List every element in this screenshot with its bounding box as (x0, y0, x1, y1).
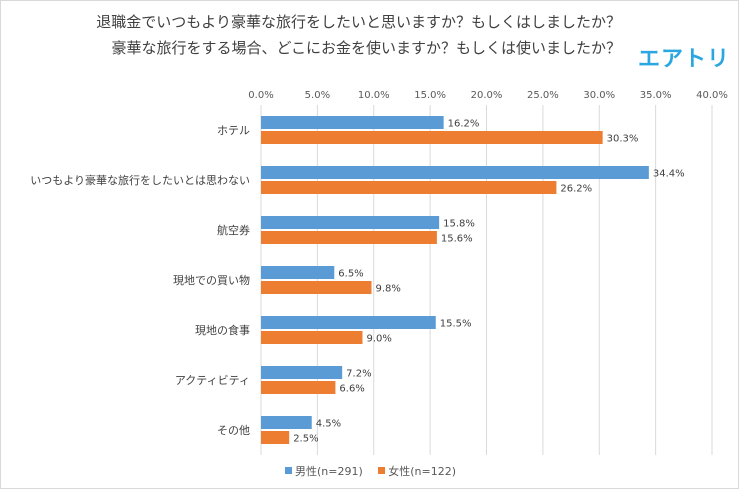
data-label-female: 15.6% (441, 234, 473, 245)
airtrip-logo: エアトリ (638, 47, 731, 72)
data-label-female: 30.3% (607, 134, 639, 145)
data-label-male: 7.2% (346, 369, 371, 380)
data-label-male: 15.8% (443, 219, 475, 230)
data-label-male: 15.5% (440, 319, 472, 330)
bar-male (261, 416, 312, 429)
data-label-male: 4.5% (316, 419, 341, 430)
bar-male (261, 166, 649, 179)
x-tick-label: 5.0% (305, 90, 330, 101)
category-label: アクティビティ (175, 374, 250, 387)
category-label: 航空券 (217, 223, 250, 237)
data-label-female: 9.0% (366, 334, 391, 345)
category-label: 現地での買い物 (173, 273, 250, 287)
x-tick-label: 15.0% (414, 90, 446, 101)
data-label-female: 2.5% (293, 434, 318, 445)
category-label: いつもより豪華な旅行をしたいとは思わない (30, 173, 250, 187)
legend-item-male: 男性(n=291) (284, 463, 363, 479)
legend-label-female: 女性(n=122) (388, 465, 457, 478)
bar-male (261, 366, 343, 379)
bar-female (261, 131, 603, 144)
legend: 男性(n=291) 女性(n=122) (1, 463, 739, 479)
data-label-male: 6.5% (338, 269, 363, 280)
bar-female (261, 181, 557, 194)
category-label: ホテル (217, 124, 250, 137)
x-tick-label: 40.0% (696, 90, 728, 101)
bar-female (261, 431, 290, 444)
bar-female (261, 331, 363, 344)
legend-swatch-female (378, 467, 386, 474)
bar-female (261, 281, 372, 294)
chart-title-line2: 豪華な旅行をする場合、どこにお金を使いますか？もしくは使いましたか？ (111, 39, 621, 57)
legend-label-male: 男性(n=291) (294, 465, 363, 478)
category-label: その他 (217, 424, 250, 437)
x-tick-label: 25.0% (527, 90, 559, 101)
bar-male (261, 116, 444, 129)
bar-male (261, 266, 335, 279)
legend-item-female: 女性(n=122) (378, 463, 456, 479)
chart-title-line1: 退職金でいつもより豪華な旅行をしたいと思いますか？もしくはしましたか？ (96, 13, 621, 31)
data-label-female: 26.2% (560, 184, 592, 195)
bar-female (261, 231, 437, 244)
category-label: 現地の食事 (195, 323, 250, 337)
data-label-male: 34.4% (653, 169, 685, 180)
x-tick-label: 35.0% (640, 90, 672, 101)
bar-male (261, 316, 436, 329)
bar-male (261, 216, 440, 229)
x-tick-label: 0.0% (248, 90, 273, 101)
legend-swatch-male (284, 467, 292, 474)
x-tick-label: 20.0% (471, 90, 503, 101)
data-label-female: 6.6% (339, 384, 364, 395)
bar-female (261, 381, 336, 394)
data-label-male: 16.2% (448, 119, 480, 130)
x-tick-label: 30.0% (583, 90, 615, 101)
data-label-female: 9.8% (375, 284, 400, 295)
x-tick-label: 10.0% (358, 90, 390, 101)
